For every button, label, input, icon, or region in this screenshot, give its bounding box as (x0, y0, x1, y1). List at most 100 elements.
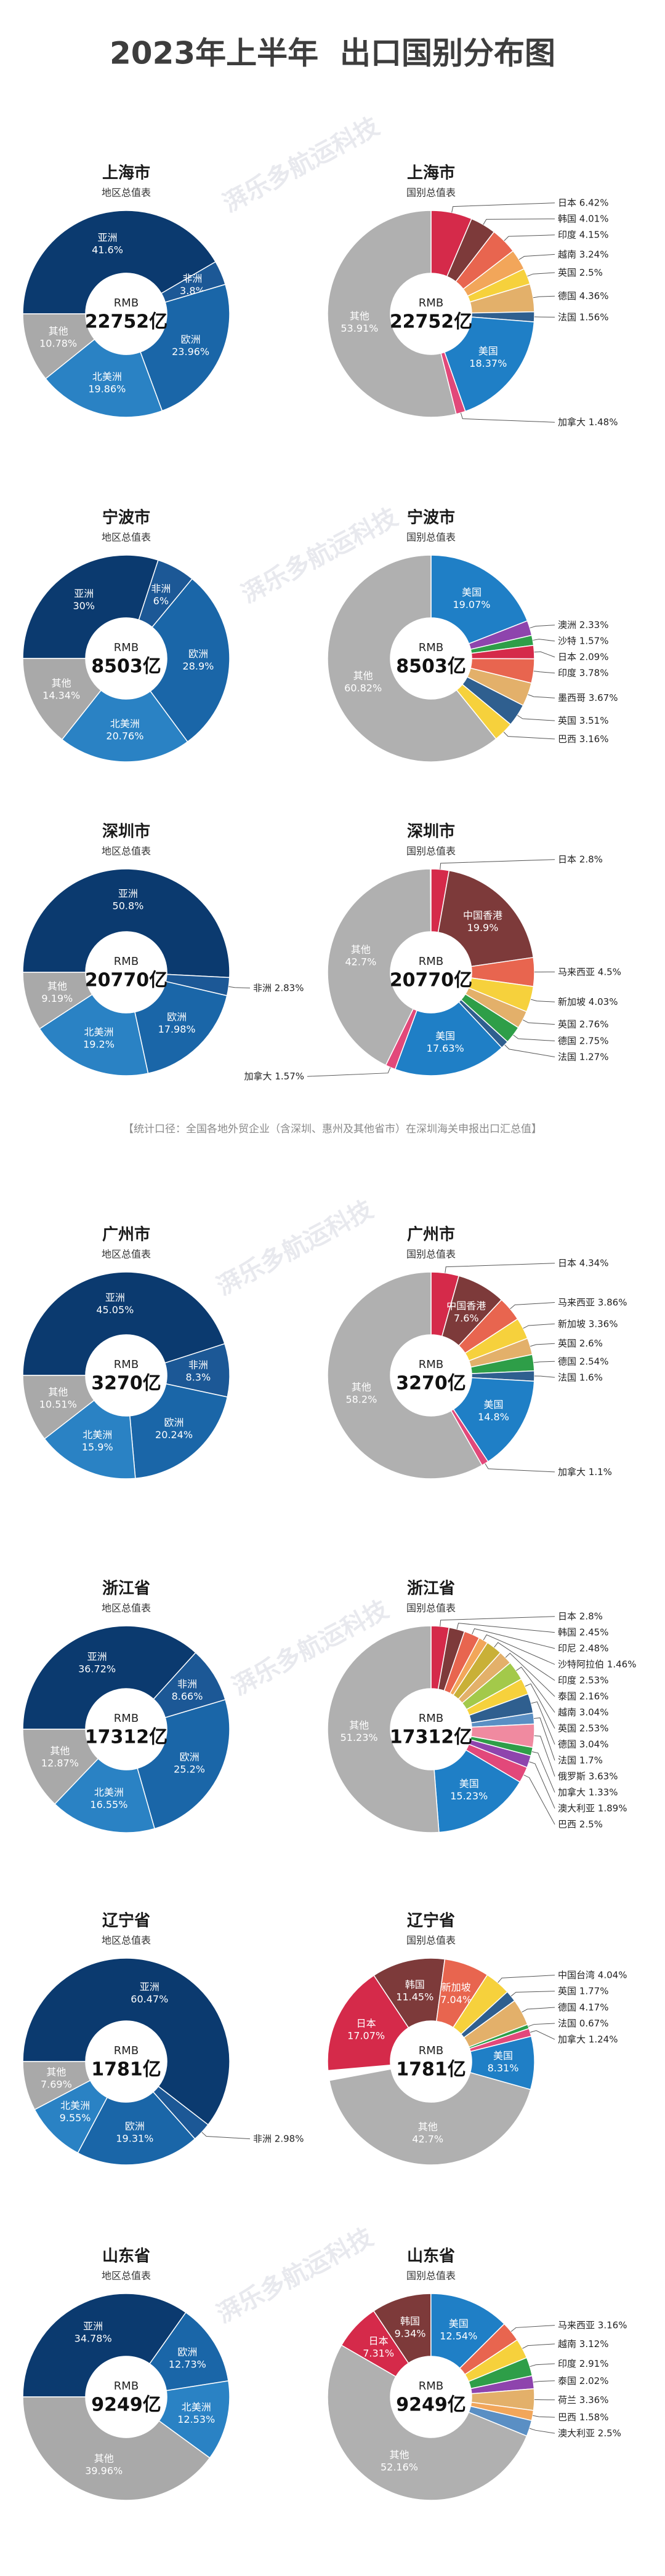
slice-label: 美国 (459, 1778, 479, 1790)
slice-value: 2.02% (579, 2375, 609, 2386)
chart-title: 宁波市 (407, 508, 455, 527)
slice-value: 4.15% (579, 229, 609, 240)
leader-line (527, 272, 555, 277)
donut-slice (149, 2311, 229, 2391)
slice-outer-label: 越南 3.04% (558, 1706, 608, 1718)
slice-label: 非洲 (182, 273, 202, 284)
center-label: RMB (114, 2044, 139, 2057)
center-label: RMB (114, 1712, 139, 1725)
slice-label: 越南 (558, 1706, 576, 1718)
slice-outer-label: 马来西亚 3.16% (558, 2319, 627, 2330)
chart-title: 山东省 (407, 2247, 455, 2266)
slice-outer-label: 英国 2.5% (558, 267, 603, 278)
slice-label: 北美洲 (110, 718, 140, 729)
slice-outer-label: 沙特阿拉伯 1.46% (558, 1658, 636, 1670)
slice-outer-label: 英国 2.53% (558, 1722, 608, 1734)
donut-hole (392, 1336, 470, 1415)
slice-value: 51.23% (341, 1732, 378, 1743)
donut-slice (61, 689, 188, 762)
center-label: RMB (419, 1358, 443, 1371)
chart-title: 山东省 (102, 2247, 150, 2266)
slice-label: 美国 (478, 345, 498, 357)
slice-value: 2.5% (598, 2428, 621, 2439)
slice-label: 北美洲 (92, 370, 122, 382)
slice-label: 墨西哥 (558, 692, 586, 703)
chart-subtitle: 国别总值表 (406, 846, 456, 857)
leader-line (533, 1361, 555, 1363)
slice-value: 15.23% (450, 1790, 488, 1802)
slice-label: 泰国 (558, 1690, 576, 1702)
donut-slice (327, 1625, 440, 1833)
slice-label: 印度 (558, 229, 576, 240)
center-value: 8503亿 (396, 656, 466, 678)
donut-slice (22, 2061, 91, 2111)
slice-value: 8.31% (488, 2062, 519, 2074)
slice-value: 17.63% (427, 1042, 464, 1054)
slice-label: 法国 (558, 1051, 576, 1062)
chart-title: 辽宁省 (102, 1911, 150, 1930)
slice-outer-label: 日本 2.8% (558, 854, 603, 865)
slice-value: 1.56% (579, 311, 609, 322)
slice-value: 2.09% (579, 651, 609, 662)
center-value: 1781亿 (396, 2059, 466, 2081)
leader-line (530, 1343, 555, 1347)
leader-line (460, 412, 555, 423)
leader-line (307, 1067, 391, 1077)
leader-line (494, 1642, 555, 1681)
slice-outer-label: 加拿大 1.24% (558, 2034, 618, 2045)
slice-label: 泰国 (558, 2375, 576, 2386)
center-label: RMB (114, 1358, 139, 1371)
center-value: 3270亿 (396, 1373, 466, 1394)
slice-label: 新加坡 (558, 996, 586, 1007)
slice-value: 3.86% (598, 1297, 627, 1308)
slice-outer-label: 非洲 2.83% (253, 982, 304, 993)
slice-outer-label: 日本 6.42% (558, 197, 608, 208)
leader-line (531, 1751, 555, 1793)
center-value: 22752亿 (85, 311, 167, 333)
slice-label: 欧洲 (181, 334, 201, 345)
slice-label: 沙特阿拉伯 (558, 1658, 604, 1670)
slice-label: 韩国 (405, 1978, 425, 1990)
slice-value: 18.37% (469, 358, 507, 369)
slice-label: 德国 (558, 1356, 576, 1367)
slice-value: 2.83% (275, 982, 304, 993)
leader-line (534, 651, 555, 658)
donut-slice (22, 1375, 95, 1440)
slice-outer-label: 澳大利亚 2.5% (558, 2428, 621, 2439)
slice-label: 亚洲 (74, 588, 94, 599)
slice-label: 美国 (462, 586, 482, 598)
chart-title: 宁波市 (102, 508, 150, 527)
leader-line (504, 234, 555, 241)
donut-hole (392, 2022, 470, 2101)
donut-slice (437, 870, 534, 967)
slice-outer-label: 巴西 3.16% (558, 733, 608, 744)
slice-outer-label: 法国 1.7% (558, 1754, 603, 1766)
slice-value: 15.9% (82, 1441, 113, 1453)
slice-value: 2.75% (579, 1035, 609, 1046)
slice-label: 荷兰 (558, 2394, 576, 2405)
leader-line (522, 2007, 555, 2013)
donut-slice (327, 210, 457, 418)
donut-slice (137, 1698, 230, 1830)
chart-title: 上海市 (102, 164, 150, 183)
leader-line (534, 1735, 555, 1777)
slice-value: 4.03% (589, 996, 618, 1007)
chart-subtitle: 国别总值表 (406, 2270, 456, 2282)
slice-outer-label: 日本 2.09% (558, 651, 608, 662)
slice-outer-label: 新加坡 4.03% (558, 996, 618, 1007)
slice-label: 加拿大 (558, 1786, 586, 1798)
leader-line (522, 1019, 555, 1025)
slice-value: 14.34% (42, 689, 80, 701)
center-label: RMB (419, 2044, 443, 2057)
chart-subtitle: 地区总值表 (102, 532, 151, 543)
slice-label: 亚洲 (105, 1292, 125, 1303)
slice-value: 4.34% (579, 1257, 609, 1268)
slice-label: 其他 (352, 1381, 371, 1393)
chart-title: 上海市 (407, 164, 455, 183)
slice-label: 亚洲 (118, 888, 138, 900)
slice-value: 2.6% (579, 1338, 603, 1349)
chart-subtitle: 地区总值表 (102, 2270, 151, 2282)
slice-label: 印尼 (558, 1642, 576, 1654)
slice-label: 巴西 (558, 1818, 576, 1830)
center-value: 9249亿 (91, 2394, 161, 2416)
